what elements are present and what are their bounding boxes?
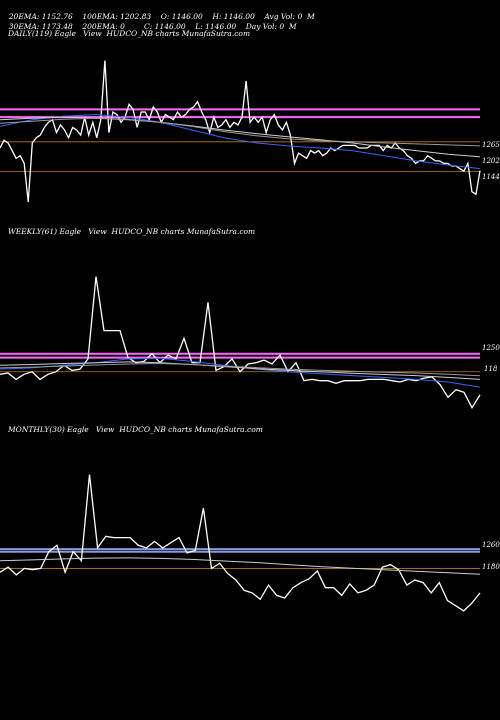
day-vol-readout: Day Vol: 0 M	[245, 22, 297, 31]
weekly-panel-title: WEEKLY(61) Eagle View HUDCO_NB charts Mu…	[8, 227, 256, 236]
weekly-level-label: 118	[484, 365, 498, 373]
monthly-level-label: 1180	[482, 563, 500, 571]
daily-level-label: 1265	[482, 141, 500, 149]
header-row-1: 20EMA: 1152.76 100EMA: 1202.83 O: 1146.0…	[4, 3, 315, 21]
daily-level-label: 1202	[482, 157, 500, 165]
weekly-chart	[0, 276, 481, 410]
ema-series-line	[0, 114, 481, 170]
ema-series-line	[0, 557, 481, 575]
open-readout: O: 1146.00	[160, 12, 203, 21]
ema100-readout: 100EMA: 1202.83	[82, 12, 152, 21]
ema20-readout: 20EMA: 1152.76	[8, 12, 73, 21]
ema-series-line	[0, 117, 481, 147]
monthly-level-label: 1260	[482, 541, 500, 549]
monthly-panel-title: MONTHLY(30) Eagle View HUDCO_NB charts M…	[8, 425, 263, 434]
ema30-readout: 30EMA: 1173.48	[8, 22, 73, 31]
daily-panel-title: DAILY(119) Eagle View HUDCO_NB charts Mu…	[8, 29, 251, 38]
close-readout: C: 1146.00	[144, 22, 186, 31]
ema-series-line	[0, 361, 481, 380]
weekly-level-label: 1250	[482, 344, 500, 352]
low-readout: L: 1146.00	[195, 22, 237, 31]
daily-chart	[0, 60, 481, 203]
monthly-chart	[0, 474, 481, 612]
ema-series-line	[0, 116, 481, 158]
high-readout: H: 1146.00	[212, 12, 255, 21]
ema-series-line	[0, 362, 481, 377]
avg-vol-readout: Avg Vol: 0 M	[264, 12, 315, 21]
price-series-line	[0, 276, 481, 410]
price-series-line	[0, 474, 481, 612]
daily-level-label: 1144	[482, 173, 500, 181]
ema200-readout: 200EMA: 0	[82, 22, 125, 31]
header-row-2: 30EMA: 1173.48 200EMA: 0 C: 1146.00 L: 1…	[4, 13, 297, 31]
